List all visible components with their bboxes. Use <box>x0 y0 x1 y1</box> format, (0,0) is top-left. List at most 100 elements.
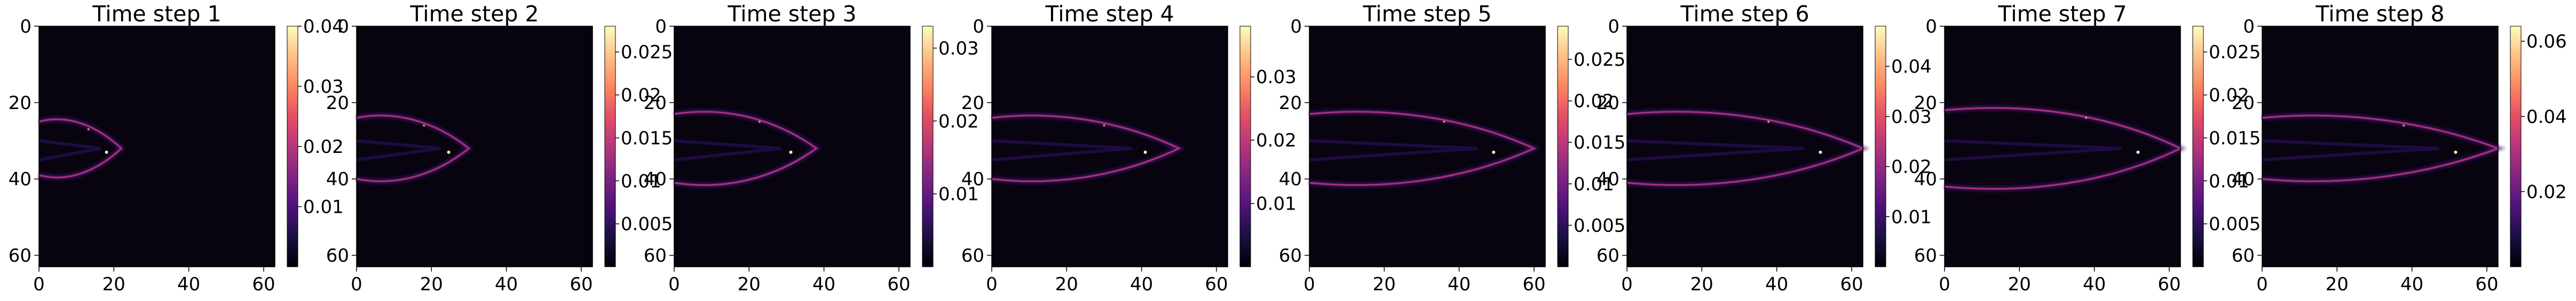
y-tick-label: 40 <box>1279 169 1302 190</box>
x-tick-label: 40 <box>177 274 200 295</box>
y-tick-label: 40 <box>644 169 667 190</box>
colorbar <box>605 26 615 267</box>
y-tick-label: 60 <box>9 245 31 267</box>
colorbar-tick-label: 0.015 <box>621 128 673 149</box>
colorbar-tick-label: 0.04 <box>2526 106 2567 128</box>
colorbar <box>1240 26 1251 267</box>
x-tick-label: 20 <box>102 274 125 295</box>
colorbar-tick-label: 0.005 <box>2209 214 2261 235</box>
x-tick-label: 20 <box>1690 274 1713 295</box>
colorbar-tick-label: 0.015 <box>2209 128 2261 149</box>
colorbar-tick-label: 0.03 <box>938 38 979 59</box>
x-tick-label: 0 <box>33 274 45 295</box>
colorbar-tick-label: 0.06 <box>2526 31 2567 52</box>
panel-title: Time step 4 <box>1045 1 1174 27</box>
x-tick-label: 40 <box>812 274 835 295</box>
y-tick-label: 40 <box>2232 169 2255 190</box>
x-tick-label: 20 <box>420 274 443 295</box>
x-tick-label: 0 <box>1621 274 1633 295</box>
x-tick-label: 0 <box>2256 274 2268 295</box>
colorbar-tick-label: 0.02 <box>1256 130 1297 151</box>
x-tick-label: 20 <box>1055 274 1078 295</box>
y-tick-label: 20 <box>1597 92 1619 114</box>
y-tick-label: 40 <box>1914 169 1937 190</box>
x-tick-label: 40 <box>1765 274 1788 295</box>
y-tick-label: 60 <box>644 245 667 267</box>
x-tick-label: 60 <box>1205 274 1228 295</box>
y-tick-label: 20 <box>2232 92 2255 114</box>
y-tick-label: 0 <box>2243 16 2255 37</box>
colorbar-tick-label: 0.025 <box>2209 42 2261 63</box>
colorbar-tick-label: 0.04 <box>1891 56 1932 78</box>
y-tick-label: 60 <box>961 245 984 267</box>
x-tick-label: 60 <box>1522 274 1545 295</box>
y-tick-label: 20 <box>1279 92 1302 114</box>
x-tick-label: 20 <box>738 274 761 295</box>
y-tick-label: 40 <box>9 169 31 190</box>
x-tick-label: 60 <box>252 274 275 295</box>
panel-title: Time step 6 <box>1680 1 1809 27</box>
y-tick-label: 0 <box>1608 16 1619 37</box>
colorbar-tick-label: 0.01 <box>303 197 344 218</box>
y-tick-label: 60 <box>1279 245 1302 267</box>
colorbar-tick-label: 0.025 <box>1574 49 1625 71</box>
colorbar-tick-label: 0.01 <box>1891 206 1932 228</box>
colorbar-tick-label: 0.03 <box>1256 67 1297 88</box>
y-tick-label: 20 <box>644 92 667 114</box>
colorbar-tick-label: 0.02 <box>938 111 979 132</box>
heatmap-image <box>357 26 592 267</box>
x-tick-label: 60 <box>2475 274 2498 295</box>
x-tick-label: 40 <box>1130 274 1153 295</box>
x-tick-label: 20 <box>1373 274 1396 295</box>
y-tick-label: 20 <box>1914 92 1937 114</box>
panel-2: Time step 20 20 40 6002040600.0050.010.0150… <box>326 1 673 295</box>
y-tick-label: 0 <box>1290 16 1302 37</box>
colorbar <box>2193 26 2203 267</box>
colorbar <box>287 26 298 267</box>
colorbar-tick-label: 0.02 <box>303 136 344 158</box>
y-tick-label: 60 <box>1597 245 1619 267</box>
y-tick-label: 40 <box>1597 169 1619 190</box>
y-tick-label: 40 <box>961 169 984 190</box>
x-tick-label: 60 <box>887 274 910 295</box>
panel-1: Time step 10 20 40 6002040600.010.020.030.0… <box>9 1 344 295</box>
panel-title: Time step 8 <box>2315 1 2444 27</box>
colorbar <box>2510 26 2521 267</box>
y-tick-label: 20 <box>9 92 31 114</box>
panel-title: Time step 1 <box>92 1 221 27</box>
colorbar-tick-label: 0.025 <box>621 42 673 63</box>
x-tick-label: 40 <box>495 274 518 295</box>
colorbar <box>922 26 933 267</box>
y-tick-label: 0 <box>973 16 984 37</box>
x-tick-label: 0 <box>351 274 362 295</box>
panel-7: Time step 70 20 40 6002040600.0050.010.0150… <box>1914 1 2261 295</box>
y-tick-label: 40 <box>326 169 349 190</box>
panel-5: Time step 50 20 40 6002040600.0050.010.0150… <box>1279 1 1626 295</box>
panel-title: Time step 2 <box>409 1 539 27</box>
y-tick-label: 20 <box>326 92 349 114</box>
y-tick-label: 60 <box>1914 245 1937 267</box>
y-tick-label: 0 <box>655 16 667 37</box>
x-tick-label: 40 <box>1448 274 1471 295</box>
colorbar-tick-label: 0.005 <box>621 214 673 235</box>
colorbar-tick-label: 0.015 <box>1574 132 1625 153</box>
x-tick-label: 0 <box>986 274 998 295</box>
x-tick-label: 60 <box>2158 274 2180 295</box>
y-tick-label: 20 <box>961 92 984 114</box>
y-tick-label: 60 <box>2232 245 2255 267</box>
colorbar <box>1558 26 1568 267</box>
colorbar-tick-label: 0.005 <box>1574 215 1625 236</box>
x-tick-label: 60 <box>570 274 592 295</box>
panel-title: Time step 3 <box>727 1 856 27</box>
panel-title: Time step 7 <box>1997 1 2127 27</box>
x-tick-label: 20 <box>2008 274 2031 295</box>
panel-6: Time step 60 20 40 6002040600.010.020.030.0… <box>1597 1 1932 295</box>
panels-group: Time step 10 20 40 6002040600.010.020.030.0… <box>9 1 2567 295</box>
y-tick-label: 60 <box>326 245 349 267</box>
x-tick-label: 40 <box>2400 274 2423 295</box>
x-tick-label: 60 <box>1840 274 1863 295</box>
y-tick-label: 0 <box>20 16 31 37</box>
x-tick-label: 0 <box>668 274 680 295</box>
